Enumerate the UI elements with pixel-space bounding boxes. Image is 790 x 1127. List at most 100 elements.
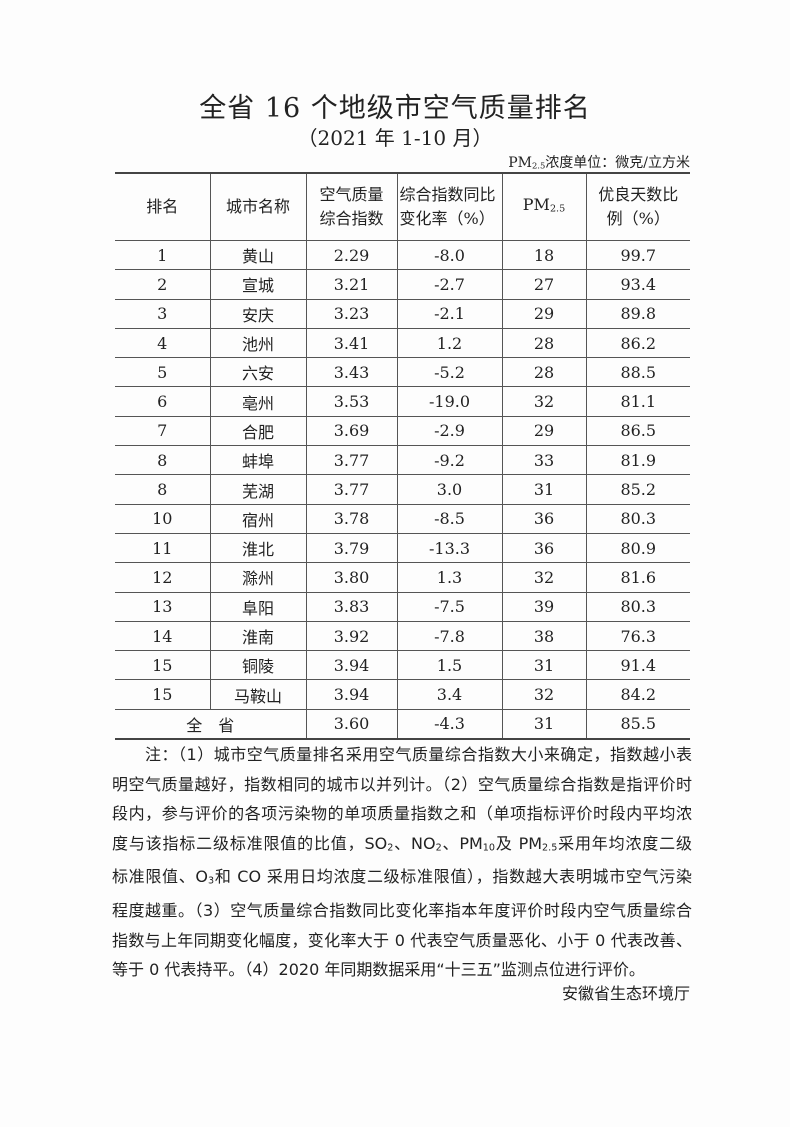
- table-row: 1 黄山 2.29 -8.0 18 99.7: [115, 239, 690, 271]
- table-row: 2 宣城 3.21 -2.7 27 93.4: [115, 269, 690, 300]
- cell-good-days: 86.2: [585, 327, 690, 359]
- cell-pm25: 27: [501, 269, 587, 300]
- unit-note: PM2.5浓度单位：微克/立方米: [508, 152, 690, 172]
- total-row: 全 省 3.60 -4.3 31 85.5: [115, 708, 690, 741]
- cell-city: 安庆: [209, 298, 307, 329]
- cell-good-days: 85.2: [585, 474, 690, 505]
- note-text: 、NO: [393, 833, 436, 853]
- header-index: 空气质量综合指数: [305, 172, 398, 241]
- total-index: 3.60: [305, 708, 398, 741]
- cell-rank: 15: [115, 679, 211, 710]
- unit-pm-sub: 2.5: [531, 160, 546, 171]
- note-line: 注：（1）城市空气质量排名采用空气质量综合指数大小来确定，指数越小表: [112, 740, 692, 770]
- cell-good-days: 76.3: [585, 620, 690, 652]
- cell-rank: 2: [115, 269, 211, 300]
- note-line: 明空气质量越好，指数相同的城市以并列计。（2）空气质量综合指数是指评价时: [112, 770, 692, 800]
- table-row: 11 淮北 3.79 -13.3 36 80.9: [115, 532, 690, 564]
- cell-good-days: 81.9: [585, 445, 690, 476]
- cell-rank: 1: [115, 239, 211, 271]
- header-change: 综合指数同比变化率（%）: [396, 172, 503, 241]
- cell-good-days: 88.5: [585, 357, 690, 388]
- cell-pm25: 29: [501, 415, 587, 447]
- cell-city: 铜陵: [209, 650, 307, 681]
- table-row: 13 阜阳 3.83 -7.5 39 80.3: [115, 591, 690, 622]
- note-text: 、PM: [441, 833, 483, 853]
- table-row: 14 淮南 3.92 -7.8 38 76.3: [115, 620, 690, 652]
- cell-city: 阜阳: [209, 591, 307, 622]
- note-text: 段内，参与评价的各项污染物的单项质量指数之和（单项指标评价时段内平均浓: [112, 804, 692, 823]
- cell-index: 3.79: [305, 532, 398, 564]
- cell-change: -5.2: [396, 357, 503, 388]
- cell-city: 亳州: [209, 386, 307, 417]
- cell-change: 1.3: [396, 562, 503, 593]
- cell-change: -2.1: [396, 298, 503, 329]
- cell-city: 蚌埠: [209, 445, 307, 476]
- note-text: 等于 0 代表持平。（4）2020 年同期数据采用“十三五”监测点位进行评价。: [112, 960, 645, 980]
- table-row: 8 蚌埠 3.77 -9.2 33 81.9: [115, 445, 690, 476]
- cell-rank: 3: [115, 298, 211, 329]
- total-good: 85.5: [585, 708, 690, 741]
- cell-pm25: 29: [501, 298, 587, 329]
- cell-pm25: 36: [501, 503, 587, 534]
- cell-good-days: 80.9: [585, 532, 690, 564]
- cell-change: 1.2: [396, 327, 503, 359]
- cell-rank: 8: [115, 445, 211, 476]
- cell-change: -7.8: [396, 620, 503, 652]
- cell-city: 滁州: [209, 562, 307, 593]
- cell-pm25: 32: [501, 386, 587, 417]
- cell-change: 3.0: [396, 474, 503, 505]
- cell-city: 合肥: [209, 415, 307, 447]
- cell-change: -13.3: [396, 532, 503, 564]
- cell-rank: 14: [115, 620, 211, 652]
- cell-index: 3.83: [305, 591, 398, 622]
- table-row: 5 六安 3.43 -5.2 28 88.5: [115, 357, 690, 388]
- header-change-text: 综合指数同比变化率（%）: [399, 185, 496, 228]
- table-row: 3 安庆 3.23 -2.1 29 89.8: [115, 298, 690, 329]
- cell-city: 池州: [209, 327, 307, 359]
- table-row: 15 铜陵 3.94 1.5 31 91.4: [115, 650, 690, 681]
- cell-index: 2.29: [305, 239, 398, 271]
- cell-rank: 15: [115, 650, 211, 681]
- note-text: 明空气质量越好，指数相同的城市以并列计。（2）空气质量综合指数是指评价时: [112, 774, 692, 794]
- ranking-table: 排名 城市名称 空气质量综合指数 综合指数同比变化率（%） PM2.5 优良天数…: [115, 172, 690, 741]
- cell-city: 黄山: [209, 239, 307, 271]
- cell-good-days: 80.3: [585, 591, 690, 622]
- table-row: 12 滁州 3.80 1.3 32 81.6: [115, 562, 690, 593]
- note-line: 段内，参与评价的各项污染物的单项质量指数之和（单项指标评价时段内平均浓: [112, 799, 692, 829]
- cell-index: 3.92: [305, 620, 398, 652]
- cell-good-days: 81.6: [585, 562, 690, 593]
- cell-change: -2.7: [396, 269, 503, 300]
- note-text: 和 CO 采用日均浓度二级标准限值），指数越大表明城市空气污染: [214, 867, 692, 887]
- cell-index: 3.77: [305, 474, 398, 505]
- note-text: 采用年均浓度二级: [557, 833, 692, 853]
- note-text: 标准限值、O: [112, 867, 209, 887]
- cell-pm25: 36: [501, 532, 587, 564]
- table-row: 8 芜湖 3.77 3.0 31 85.2: [115, 474, 690, 505]
- cell-pm25: 32: [501, 562, 587, 593]
- cell-rank: 13: [115, 591, 211, 622]
- cell-index: 3.69: [305, 415, 398, 447]
- note-text: 3: [208, 875, 215, 887]
- cell-city: 淮北: [209, 532, 307, 564]
- cell-rank: 11: [115, 532, 211, 564]
- cell-city: 马鞍山: [209, 679, 307, 710]
- total-label: 全 省: [115, 708, 307, 741]
- cell-good-days: 81.1: [585, 386, 690, 417]
- cell-rank: 10: [115, 503, 211, 534]
- cell-index: 3.94: [305, 679, 398, 710]
- cell-city: 淮南: [209, 620, 307, 652]
- cell-change: -8.5: [396, 503, 503, 534]
- cell-pm25: 31: [501, 650, 587, 681]
- total-change: -4.3: [396, 708, 503, 741]
- note-text: 2: [387, 841, 394, 853]
- note-line: 等于 0 代表持平。（4）2020 年同期数据采用“十三五”监测点位进行评价。: [112, 955, 692, 985]
- note-text: 指数与上年同期变化幅度，变化率大于 0 代表空气质量恶化、小于 0 代表改善、: [112, 930, 692, 950]
- note-line: 度与该指标二级标准限值的比值，SO2、NO2、PM10及 PM2.5采用年均浓度…: [112, 829, 692, 863]
- table-row: 10 宿州 3.78 -8.5 36 80.3: [115, 503, 690, 534]
- cell-city: 宿州: [209, 503, 307, 534]
- notes: 注：（1）城市空气质量排名采用空气质量综合指数大小来确定，指数越小表明空气质量越…: [112, 740, 692, 985]
- cell-index: 3.94: [305, 650, 398, 681]
- cell-good-days: 84.2: [585, 679, 690, 710]
- note-text: 及 PM: [495, 833, 543, 853]
